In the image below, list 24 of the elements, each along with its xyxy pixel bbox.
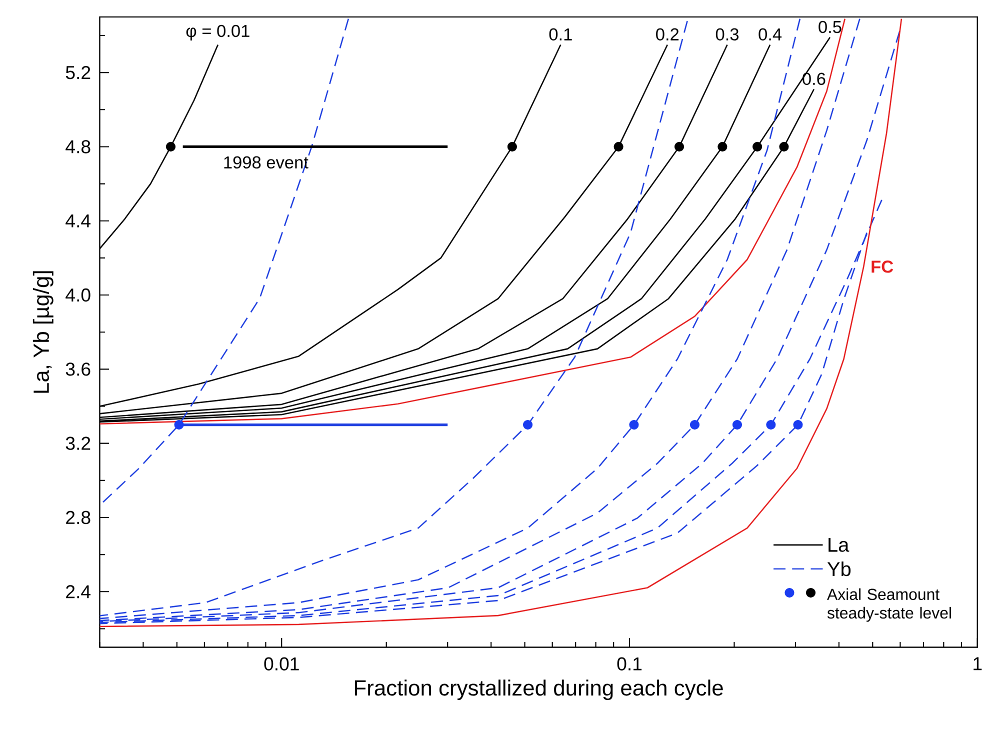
x-tick-label: 0.1 (617, 657, 642, 670)
annotation: 0.2 (656, 28, 679, 40)
y-tick-label: 3.2 (66, 436, 90, 450)
legend-label: Axial Seamount steady-state level (827, 588, 951, 622)
annotation: 0.1 (549, 28, 572, 40)
annotation: 1998 event (224, 156, 308, 169)
annotation: 0.4 (758, 28, 782, 40)
y-axis-title: La, Yb [µg/g] (32, 271, 54, 393)
y-tick-label: 2.8 (66, 510, 90, 524)
annotation: φ = 0.01 (186, 24, 250, 40)
y-tick-label: 5.2 (66, 66, 90, 80)
x-tick-label: 1 (974, 657, 982, 670)
x-axis-title: Fraction crystallized during each cycle (354, 680, 723, 700)
annotation: 0.5 (818, 20, 842, 34)
annotation: 0.3 (716, 28, 739, 40)
y-tick-label: 4.4 (66, 214, 90, 228)
legend-label: Yb (827, 562, 851, 576)
y-tick-label: 3.6 (66, 362, 90, 376)
annotation: FC (872, 260, 894, 273)
legend-label: La (828, 538, 850, 552)
x-tick-label: 0.01 (264, 657, 299, 670)
y-tick-label: 2.4 (66, 585, 90, 598)
y-tick-label: 4.0 (66, 288, 90, 302)
y-tick-label: 4.8 (66, 140, 90, 154)
